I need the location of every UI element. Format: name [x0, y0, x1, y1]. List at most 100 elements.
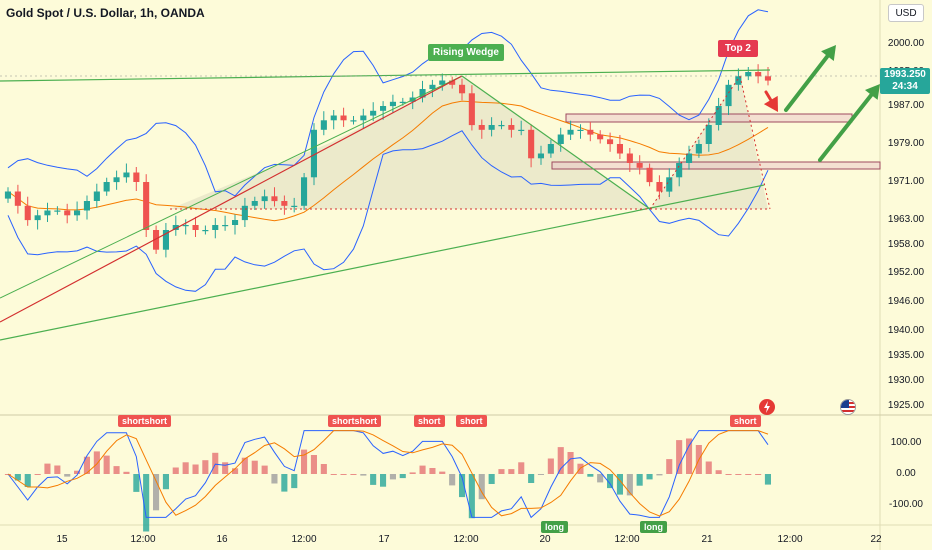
oscillator-histogram-bar — [537, 474, 544, 475]
oscillator-histogram-bar — [725, 474, 732, 475]
oscillator-histogram-bar — [488, 474, 495, 484]
time-tick-label: 12:00 — [291, 534, 317, 545]
time-tick-label: 16 — [216, 534, 228, 545]
currency-selector[interactable]: USD — [888, 4, 924, 22]
time-tick-label: 20 — [539, 534, 551, 545]
oscillator-histogram-bar — [360, 474, 367, 476]
candle-body — [74, 210, 81, 216]
candle-body — [251, 201, 258, 206]
candle-body — [54, 210, 61, 212]
short-signal-badge: shortshort — [328, 415, 381, 427]
short-signal-badge: short — [414, 415, 445, 427]
oscillator-histogram-bar — [310, 455, 317, 474]
candle-body — [419, 89, 426, 98]
candle-body — [695, 144, 702, 154]
oscillator-histogram-bar — [646, 474, 653, 480]
oscillator-histogram-bar — [380, 474, 387, 487]
oscillator-histogram-bar — [429, 468, 436, 474]
candle-body — [153, 230, 160, 250]
candle-body — [24, 205, 31, 221]
lightning-icon[interactable] — [759, 399, 775, 415]
oscillator-histogram-bar — [113, 466, 120, 474]
oscillator-histogram-bar — [547, 458, 554, 474]
candle-body — [626, 153, 633, 163]
candle-body — [715, 106, 722, 125]
candle-body — [360, 115, 367, 121]
oscillator-histogram-bar — [301, 449, 308, 474]
oscillator-histogram-bar — [518, 462, 525, 474]
candle-body — [291, 205, 298, 207]
oscillator-histogram-bar — [597, 474, 604, 483]
wedge-bottom-line — [0, 184, 765, 341]
time-tick-label: 21 — [701, 534, 713, 545]
candle-body — [281, 201, 288, 206]
oscillator-histogram-bar — [755, 474, 762, 475]
oscillator-histogram-bar — [172, 467, 179, 474]
candle-body — [123, 172, 130, 178]
oscillator-histogram-bar — [83, 456, 90, 474]
moving-average-line — [7, 100, 769, 222]
candle-body — [567, 129, 574, 135]
candle-body — [597, 134, 604, 140]
candle-body — [537, 153, 544, 159]
us-flag-icon[interactable] — [840, 399, 856, 415]
oscillator-histogram-bar — [705, 461, 712, 474]
time-tick-label: 15 — [56, 534, 68, 545]
price-tick-label: 1979.00 — [887, 138, 925, 149]
oscillator-histogram-bar — [587, 474, 594, 477]
candle-body — [508, 125, 515, 130]
candle-body — [616, 144, 623, 154]
oscillator-histogram-bar — [508, 469, 515, 474]
bollinger-upper-line — [7, 9, 769, 197]
candle-body — [459, 84, 466, 94]
candle-body — [64, 210, 71, 216]
oscillator-histogram-bar — [44, 463, 51, 474]
up-arrow-top-head — [821, 45, 836, 61]
candle-body — [577, 129, 584, 131]
candle-body — [755, 72, 762, 77]
wedge-inner-line — [0, 75, 463, 299]
oscillator-histogram-bar — [212, 452, 219, 474]
oscillator-histogram-bar — [715, 470, 722, 474]
oscillator-tick-label: -100.00 — [889, 499, 923, 510]
top2-left-dotted — [649, 75, 741, 210]
candle-body — [666, 177, 673, 192]
oscillator-histogram-bar — [192, 464, 199, 474]
oscillator-histogram-bar — [656, 474, 663, 476]
candle-body — [182, 225, 189, 227]
candle-body — [103, 182, 110, 192]
oscillator-slow-line — [7, 430, 769, 517]
candle-body — [192, 225, 199, 230]
candle-body — [320, 120, 327, 130]
oscillator-histogram-bar — [34, 474, 41, 475]
oscillator-tick-label: 0.00 — [896, 468, 916, 479]
bollinger-layer — [7, 9, 769, 292]
oscillator-histogram-bar — [409, 472, 416, 474]
oscillator-histogram-bar — [241, 457, 248, 474]
candle-body — [330, 115, 337, 121]
candle-body — [232, 220, 239, 225]
oscillator-histogram-bar — [567, 452, 574, 474]
oscillator-histogram-bar — [93, 451, 100, 474]
oscillator-histogram-bar — [222, 462, 229, 474]
long-signal-badge: long — [640, 521, 667, 533]
candle-body — [370, 110, 377, 116]
oscillator-histogram-bar — [607, 474, 614, 489]
oscillator-histogram-bar — [281, 474, 288, 492]
short-signal-badge: shortshort — [118, 415, 171, 427]
candle-body — [676, 163, 683, 178]
oscillator-histogram-bar — [399, 474, 406, 479]
price-tick-label: 1940.00 — [887, 325, 925, 336]
oscillator-histogram-bar — [636, 474, 643, 486]
chart-title: Gold Spot / U.S. Dollar, 1h, OANDA — [6, 6, 205, 20]
candle-body — [261, 196, 268, 202]
candle-body — [449, 80, 456, 85]
candle-body — [44, 210, 51, 216]
candle-body — [745, 72, 752, 77]
up-arrow-bottom-shaft — [818, 93, 874, 162]
oscillator-histogram-bar — [439, 471, 446, 474]
candle-body — [340, 115, 347, 121]
oscillator-histogram-bar — [291, 474, 298, 489]
wedge-right-line — [461, 75, 651, 210]
